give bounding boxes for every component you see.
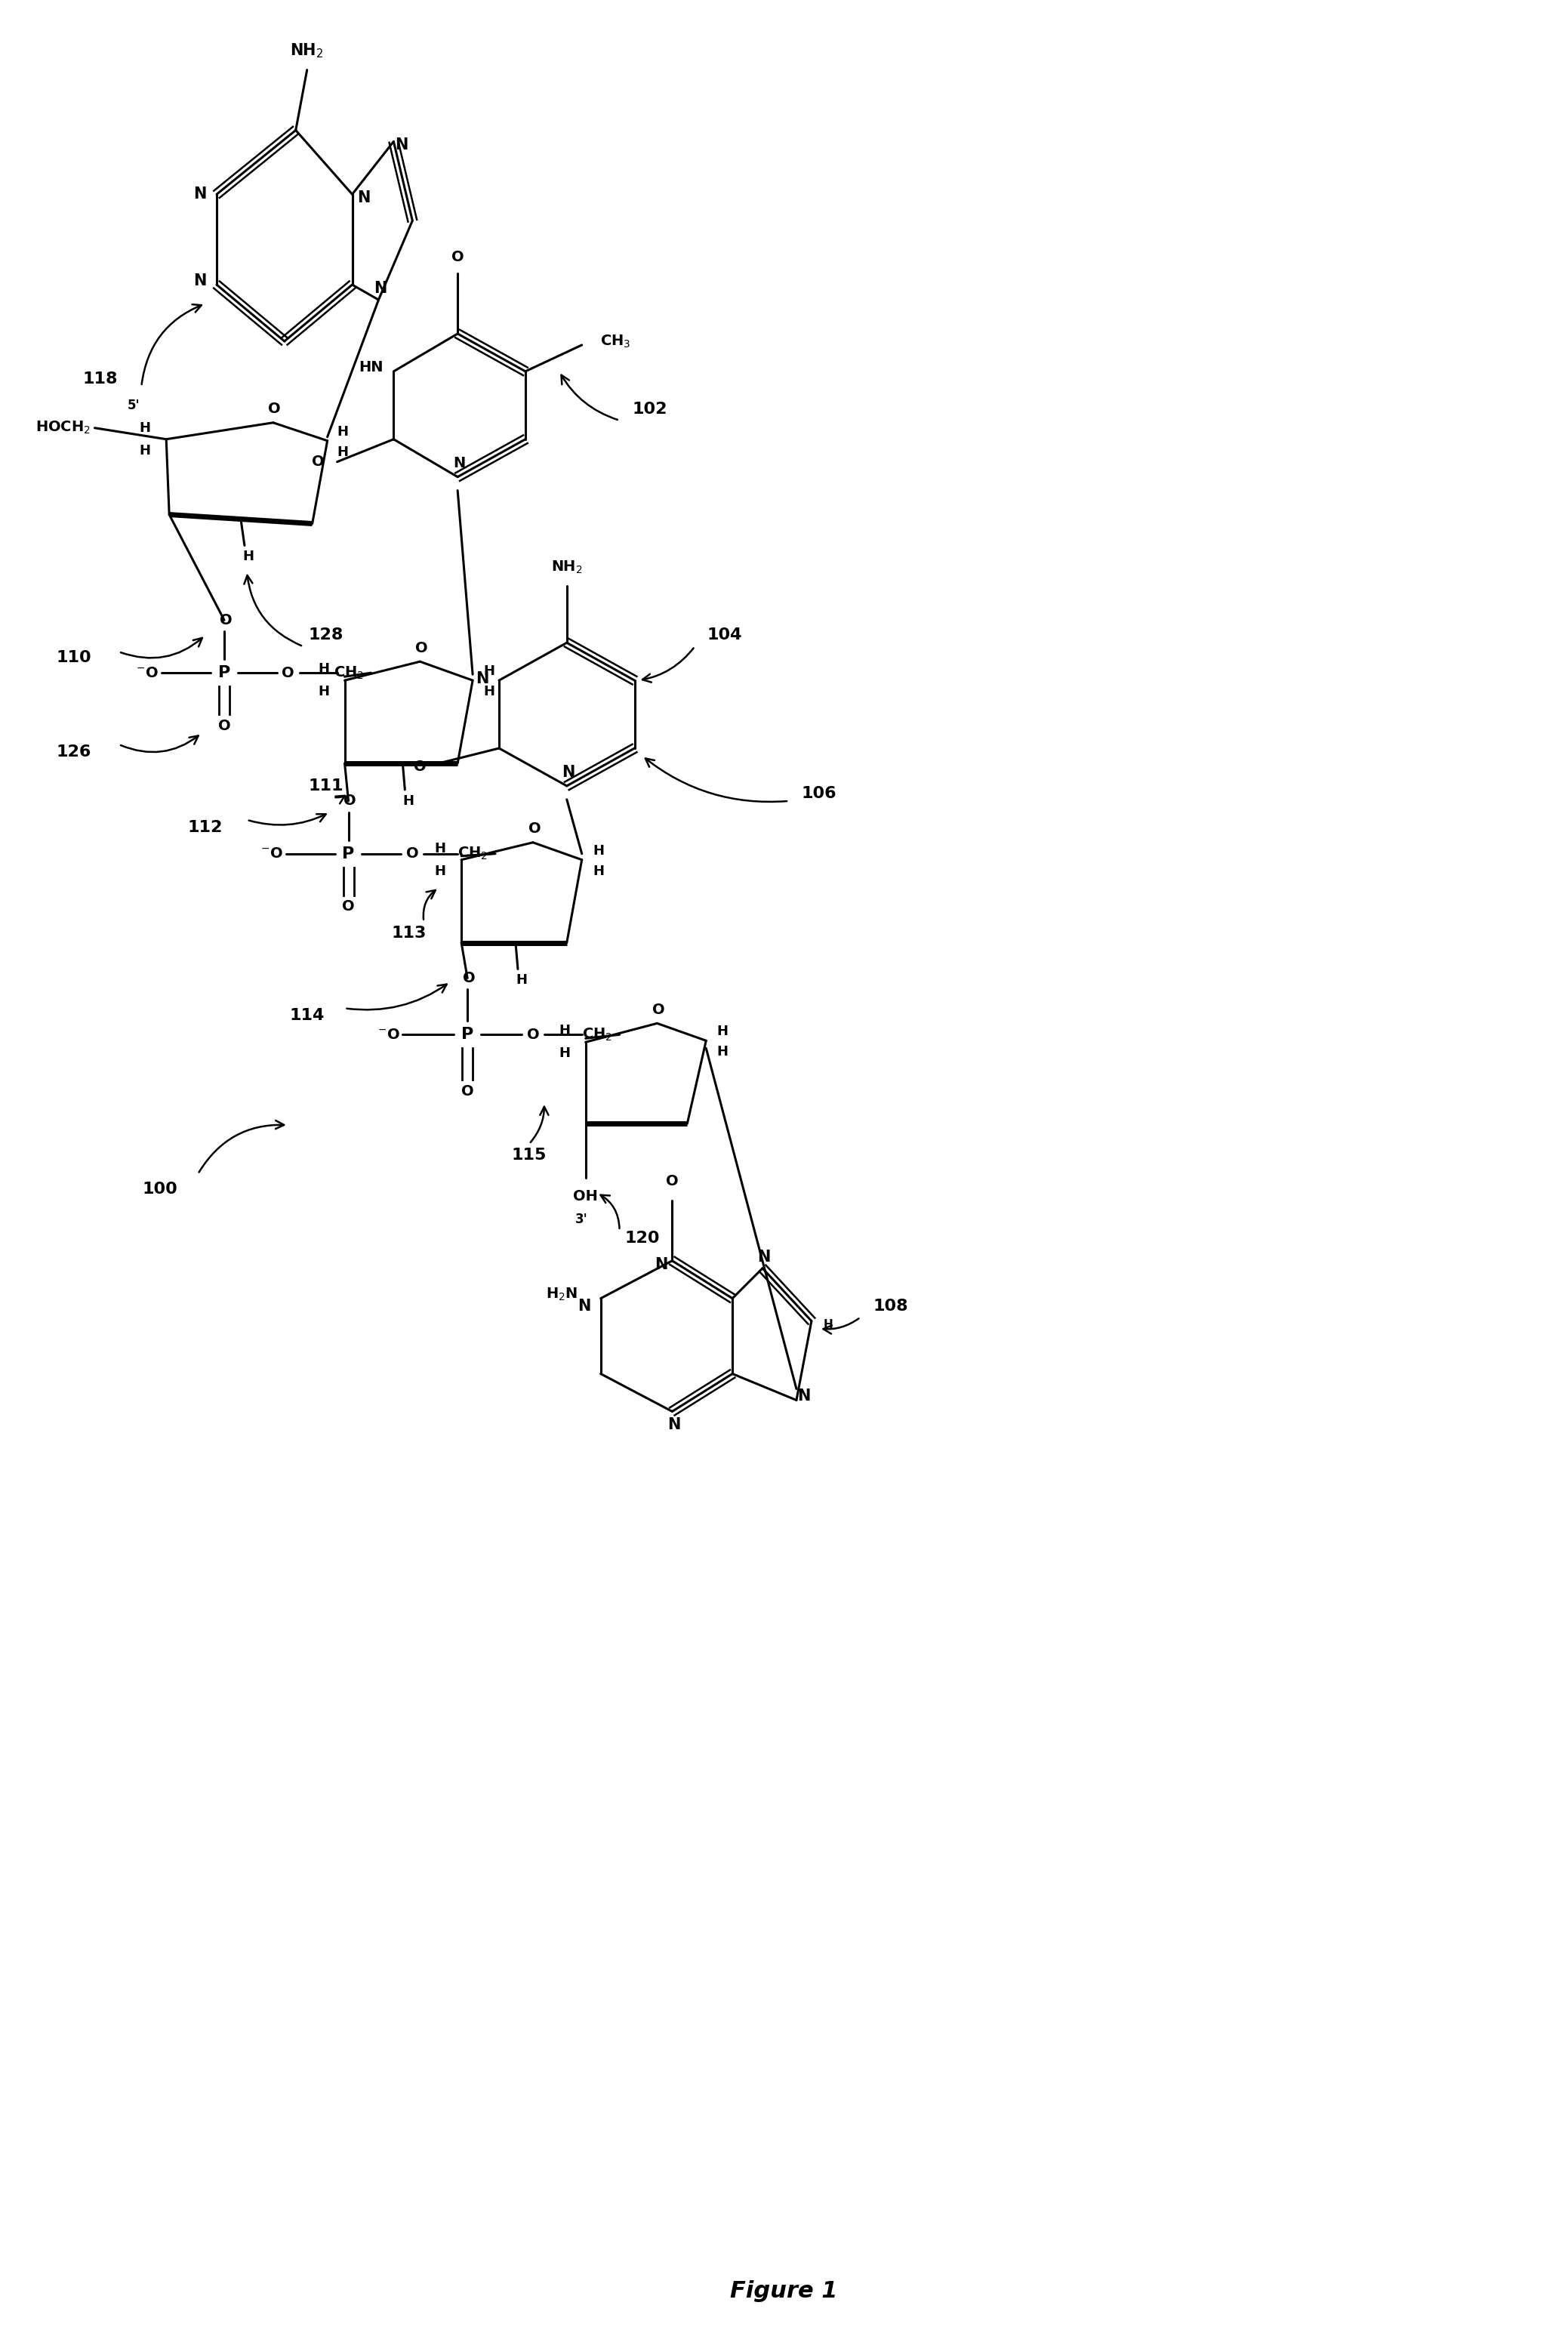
Text: N: N bbox=[477, 673, 489, 686]
Text: O: O bbox=[268, 403, 281, 417]
Text: 104: 104 bbox=[707, 628, 743, 642]
Text: CH$_3$: CH$_3$ bbox=[601, 333, 630, 349]
Text: O: O bbox=[452, 249, 464, 263]
Text: H: H bbox=[140, 444, 151, 458]
Text: 120: 120 bbox=[624, 1231, 660, 1245]
Text: 5': 5' bbox=[127, 398, 140, 412]
Text: NH$_2$: NH$_2$ bbox=[550, 558, 582, 575]
Text: O: O bbox=[218, 719, 230, 733]
Text: O: O bbox=[282, 666, 295, 679]
Text: N: N bbox=[193, 272, 207, 289]
Text: N: N bbox=[798, 1389, 811, 1403]
Text: H$_2$N: H$_2$N bbox=[546, 1287, 579, 1303]
Text: H: H bbox=[434, 863, 445, 877]
Text: O: O bbox=[527, 1029, 539, 1042]
Text: N: N bbox=[358, 191, 370, 205]
Text: 102: 102 bbox=[632, 403, 666, 417]
Text: 112: 112 bbox=[188, 819, 223, 835]
Text: O: O bbox=[342, 898, 354, 915]
Text: O: O bbox=[343, 794, 356, 807]
Text: H: H bbox=[318, 663, 329, 675]
Text: O: O bbox=[312, 454, 325, 470]
Text: H: H bbox=[483, 684, 495, 698]
Text: 114: 114 bbox=[290, 1008, 325, 1024]
Text: N: N bbox=[561, 766, 575, 780]
Text: H: H bbox=[593, 863, 604, 877]
Text: O: O bbox=[463, 970, 475, 984]
Text: 111: 111 bbox=[309, 777, 343, 794]
Text: H: H bbox=[483, 666, 495, 677]
Text: H: H bbox=[558, 1047, 571, 1061]
Text: 110: 110 bbox=[56, 649, 91, 666]
Text: 113: 113 bbox=[390, 926, 426, 940]
Text: O: O bbox=[220, 612, 232, 628]
Text: O: O bbox=[528, 821, 541, 835]
Text: CH$_2$: CH$_2$ bbox=[458, 845, 488, 861]
Text: H: H bbox=[717, 1045, 728, 1059]
Text: CH$_2$: CH$_2$ bbox=[334, 666, 364, 682]
Text: 118: 118 bbox=[83, 372, 118, 386]
Text: H: H bbox=[403, 794, 414, 807]
Text: H: H bbox=[516, 973, 527, 987]
Text: H: H bbox=[337, 426, 348, 437]
Text: O: O bbox=[652, 1003, 665, 1017]
Text: O: O bbox=[666, 1175, 679, 1189]
Text: P: P bbox=[342, 847, 354, 861]
Text: $^{-}$O: $^{-}$O bbox=[136, 666, 158, 679]
Text: H: H bbox=[593, 845, 604, 859]
Text: N: N bbox=[395, 137, 408, 154]
Text: H: H bbox=[337, 444, 348, 458]
Text: 128: 128 bbox=[309, 628, 343, 642]
Text: N: N bbox=[654, 1257, 668, 1273]
Text: 126: 126 bbox=[56, 745, 91, 759]
Text: O: O bbox=[461, 1084, 474, 1098]
Text: 100: 100 bbox=[143, 1182, 177, 1196]
Text: N: N bbox=[577, 1298, 591, 1312]
Text: Figure 1: Figure 1 bbox=[731, 2280, 837, 2301]
Text: H: H bbox=[558, 1024, 571, 1038]
Text: O: O bbox=[406, 847, 419, 861]
Text: P: P bbox=[461, 1026, 474, 1042]
Text: N: N bbox=[373, 282, 387, 296]
Text: $^{-}$O: $^{-}$O bbox=[260, 847, 282, 861]
Text: $^{-}$O: $^{-}$O bbox=[378, 1029, 400, 1042]
Text: 115: 115 bbox=[511, 1147, 547, 1164]
Text: N: N bbox=[193, 186, 207, 202]
Text: N: N bbox=[757, 1250, 770, 1264]
Text: NH$_2$: NH$_2$ bbox=[290, 42, 325, 61]
Text: CH$_2$: CH$_2$ bbox=[582, 1026, 612, 1042]
Text: OH: OH bbox=[574, 1189, 597, 1203]
Text: H: H bbox=[717, 1024, 728, 1038]
Text: P: P bbox=[218, 666, 230, 679]
Text: 106: 106 bbox=[801, 787, 837, 800]
Text: N: N bbox=[453, 456, 466, 470]
Text: N: N bbox=[666, 1417, 681, 1433]
Text: O: O bbox=[414, 761, 426, 775]
Text: H: H bbox=[823, 1319, 833, 1331]
Text: H: H bbox=[243, 549, 254, 563]
Text: HN: HN bbox=[359, 361, 383, 375]
Text: H: H bbox=[318, 684, 329, 698]
Text: 3': 3' bbox=[575, 1212, 588, 1226]
Text: 108: 108 bbox=[873, 1298, 908, 1312]
Text: H: H bbox=[140, 421, 151, 435]
Text: HOCH$_2$: HOCH$_2$ bbox=[36, 419, 91, 435]
Text: O: O bbox=[416, 640, 428, 656]
Text: H: H bbox=[434, 842, 445, 856]
